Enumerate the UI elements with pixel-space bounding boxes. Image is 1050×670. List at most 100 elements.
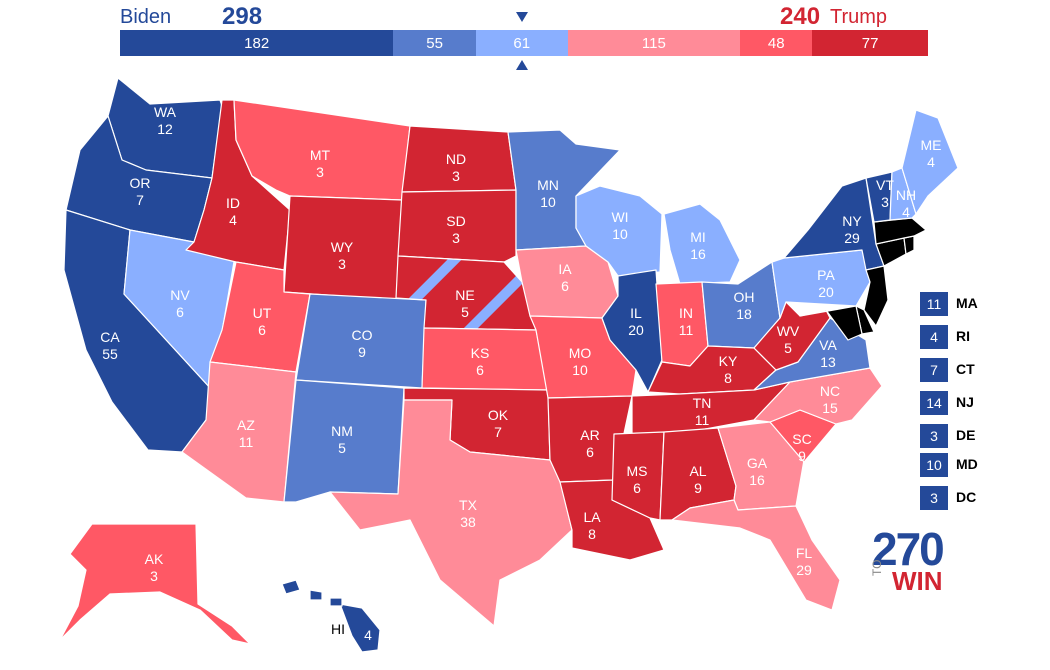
state-ev-PA: 20 <box>818 284 834 300</box>
state-ev-KS: 6 <box>476 362 484 378</box>
state-label-KS: KS <box>471 345 490 361</box>
state-ME[interactable] <box>901 109 959 215</box>
state-UT[interactable] <box>209 261 311 373</box>
state-ev-HI: 4 <box>364 627 372 643</box>
state-ev-OR: 7 <box>136 192 144 208</box>
state-ev-NY: 29 <box>844 230 860 246</box>
state-RI[interactable] <box>903 235 915 255</box>
state-ev-WY: 3 <box>338 256 346 272</box>
small-state-ev: 11 <box>920 292 948 316</box>
state-label-VA: VA <box>819 337 837 353</box>
state-ev-NM: 5 <box>338 440 346 456</box>
small-state-ev: 3 <box>920 424 948 448</box>
state-ev-ID: 4 <box>229 212 237 228</box>
state-ev-AR: 6 <box>586 444 594 460</box>
state-MS[interactable] <box>611 431 665 521</box>
state-label-TX: TX <box>459 497 478 513</box>
small-state-abbr: MA <box>956 295 978 311</box>
logo-number: 270 <box>872 523 945 575</box>
state-label-MS: MS <box>627 463 648 479</box>
state-ev-WI: 10 <box>612 226 628 242</box>
state-ev-ME: 4 <box>927 154 935 170</box>
state-label-AL: AL <box>689 463 706 479</box>
state-ev-MO: 10 <box>572 362 588 378</box>
state-label-WA: WA <box>154 104 177 120</box>
small-state-DE[interactable]: 3 DE <box>920 424 1030 450</box>
state-ev-LA: 8 <box>588 526 596 542</box>
state-ev-SC: 9 <box>798 448 806 464</box>
state-ev-NV: 6 <box>176 304 184 320</box>
state-label-WV: WV <box>777 323 800 339</box>
state-HI[interactable] <box>339 603 381 653</box>
state-label-NE: NE <box>455 287 474 303</box>
small-state-ev: 7 <box>920 358 948 382</box>
small-state-ev: 10 <box>920 453 948 477</box>
segment-label: 182 <box>244 34 270 52</box>
small-state-abbr: CT <box>956 361 975 377</box>
state-ev-CO: 9 <box>358 344 366 360</box>
small-state-CT[interactable]: 7 CT <box>920 358 1030 384</box>
state-label-AR: AR <box>580 427 599 443</box>
state-label-ID: ID <box>226 195 240 211</box>
state-ev-SD: 3 <box>452 230 460 246</box>
small-state-abbr: RI <box>956 328 970 344</box>
state-label-SD: SD <box>446 213 465 229</box>
electoral-header: Biden 298 240 Trump 182 55 61 115 48 77 <box>0 0 1050 70</box>
state-ev-MN: 10 <box>540 194 556 210</box>
state-ev-CA: 55 <box>102 346 118 362</box>
bar-segment-likely-rep: 48 <box>740 30 813 56</box>
state-label-PA: PA <box>817 267 835 283</box>
state-NH[interactable] <box>889 167 917 221</box>
trump-total: 240 <box>780 3 821 30</box>
state-SD[interactable] <box>397 189 517 263</box>
state-AZ[interactable] <box>181 361 297 503</box>
state-ev-NC: 15 <box>822 400 838 416</box>
bar-segment-likely-dem: 55 <box>393 30 476 56</box>
segment-label: 48 <box>767 34 785 52</box>
state-label-NM: NM <box>331 423 353 439</box>
state-label-UT: UT <box>253 305 272 321</box>
state-label-FL: FL <box>796 545 813 561</box>
small-state-MD[interactable]: 10 MD <box>920 453 1030 479</box>
state-ev-MI: 16 <box>690 246 706 262</box>
state-TX[interactable] <box>329 399 573 627</box>
small-state-DC[interactable]: 3 DC <box>920 486 1030 512</box>
segment-label: 61 <box>513 34 531 52</box>
state-label-VT: VT <box>876 177 894 193</box>
state-ev-WA: 12 <box>157 121 173 137</box>
state-ev-OH: 18 <box>736 306 752 322</box>
biden-total: 298 <box>222 3 263 30</box>
small-state-RI[interactable]: 4 RI <box>920 325 1030 351</box>
state-label-NH: NH <box>896 187 916 203</box>
state-ev-ND: 3 <box>452 168 460 184</box>
state-label-GA: GA <box>747 455 768 471</box>
state-ev-IN: 11 <box>679 322 694 338</box>
state-label-TN: TN <box>693 395 712 411</box>
state-AK[interactable] <box>59 523 251 645</box>
state-ev-AK: 3 <box>150 568 158 584</box>
state-ev-IL: 20 <box>628 322 644 338</box>
state-label-ME: ME <box>921 137 942 153</box>
trump-name: Trump <box>830 6 888 28</box>
state-label-ND: ND <box>446 151 466 167</box>
state-label-IL: IL <box>630 305 642 321</box>
state-label-NY: NY <box>842 213 862 229</box>
state-ev-FL: 29 <box>796 562 812 578</box>
state-label-OH: OH <box>734 289 755 305</box>
bar-segment-lean-rep: 115 <box>567 30 741 56</box>
270towin-logo[interactable]: 270 TO WIN <box>870 523 945 596</box>
electoral-vote-bar: 182 55 61 115 48 77 <box>120 30 928 56</box>
state-HI-small-islands[interactable] <box>281 579 343 607</box>
state-label-CA: CA <box>100 329 120 345</box>
small-state-ev: 3 <box>920 486 948 510</box>
state-label-MO: MO <box>569 345 592 361</box>
small-state-MA[interactable]: 11 MA <box>920 292 1030 318</box>
small-state-NJ[interactable]: 14 NJ <box>920 391 1030 417</box>
state-MI[interactable] <box>663 203 741 285</box>
state-ev-AL: 9 <box>694 480 702 496</box>
state-FL[interactable] <box>671 499 841 611</box>
state-label-MI: MI <box>690 229 706 245</box>
small-state-ev: 4 <box>920 325 948 349</box>
state-label-LA: LA <box>583 509 601 525</box>
state-MD[interactable] <box>799 305 863 341</box>
